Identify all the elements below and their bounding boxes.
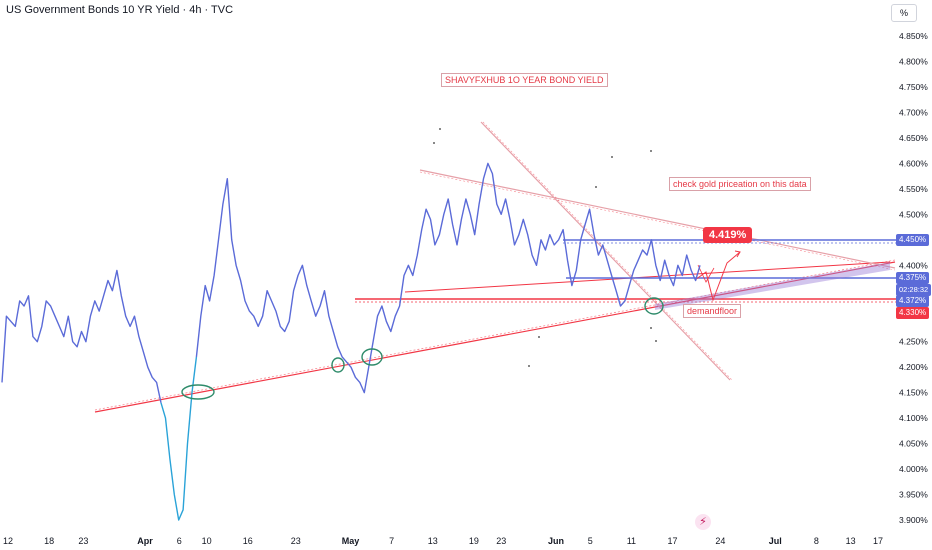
dot — [650, 327, 652, 329]
dot — [439, 128, 441, 130]
x-tick-label: 16 — [243, 536, 253, 546]
dot — [433, 142, 435, 144]
tag-450: 4.450% — [896, 234, 930, 246]
y-tick-label: 4.650% — [899, 133, 928, 143]
x-tick-label: 17 — [667, 536, 677, 546]
scatter-dots — [433, 128, 657, 367]
demand-label[interactable]: demandfloor — [683, 304, 742, 318]
x-tick-label: Apr — [137, 536, 153, 546]
x-axis: 12 18 23 Apr 6 10 16 23 May 7 13 19 23 Jun 5 11 17 24 Jul 8… — [3, 536, 883, 546]
steep-falling-line-dotted — [482, 121, 733, 381]
rising-trendline — [404, 261, 891, 293]
touch-circle — [331, 357, 345, 373]
y-tick-label: 4.200% — [899, 362, 928, 372]
x-tick-label: 23 — [78, 536, 88, 546]
x-tick-label: 19 — [469, 536, 479, 546]
projection-path-2 — [697, 264, 715, 283]
dot — [595, 186, 597, 188]
y-tick-label: 4.050% — [899, 439, 928, 449]
y-tick-label: 4.850% — [899, 31, 928, 41]
y-tick-label: 4.600% — [899, 158, 928, 168]
tag-372: 4.372% — [896, 295, 930, 307]
support-trendline — [94, 261, 896, 413]
x-tick-label: 13 — [846, 536, 856, 546]
x-tick-label: May — [342, 536, 360, 546]
chart-title: US Government Bonds 10 YR Yield · 4h · T… — [6, 4, 234, 16]
x-tick-label: 10 — [202, 536, 212, 546]
support-trendline-dotted — [94, 259, 896, 411]
touch-circle — [644, 297, 664, 315]
dot — [650, 150, 652, 152]
tag-countdown: 02:28:32 — [896, 284, 932, 296]
y-tick-label: 4.800% — [899, 56, 928, 66]
x-tick-label: 11 — [627, 536, 636, 546]
x-tick-label: 17 — [873, 536, 883, 546]
series-line — [1, 269, 162, 403]
price-callout[interactable]: 4.419% — [703, 227, 753, 243]
touch-circle — [181, 384, 215, 400]
y-tick-label: 4.250% — [899, 337, 928, 347]
y-tick-label: 4.500% — [899, 209, 928, 219]
y-tick-label: 4.150% — [899, 388, 928, 398]
dot — [655, 340, 657, 342]
tradingview-logo-icon[interactable]: ⚡ — [695, 514, 711, 530]
tag-current: 4.375% — [896, 272, 930, 284]
x-tick-label: 23 — [496, 536, 506, 546]
series-line-dip — [160, 356, 198, 521]
tag-330: 4.330% — [896, 307, 930, 319]
y-tick-label: 4.100% — [899, 413, 928, 423]
y-tick-label: 4.700% — [899, 107, 928, 117]
descending-resistance-dotted — [419, 171, 896, 271]
series-line — [195, 162, 701, 394]
x-tick-label: 18 — [44, 536, 54, 546]
x-tick-label: 23 — [291, 536, 301, 546]
y-tick-label: 4.400% — [899, 260, 928, 270]
y-tick-label: 3.900% — [899, 515, 928, 525]
gold-note[interactable]: check gold priceation on this data — [669, 177, 811, 191]
price-series — [1, 162, 701, 521]
steep-falling-line — [480, 121, 731, 381]
dot — [538, 336, 540, 338]
x-tick-label: 8 — [814, 536, 819, 546]
y-tick-label: 3.950% — [899, 490, 928, 500]
dot — [528, 365, 530, 367]
x-tick-label: 24 — [715, 536, 725, 546]
x-tick-label: 6 — [177, 536, 182, 546]
y-tick-label: 4.000% — [899, 464, 928, 474]
projection-arrow — [734, 250, 741, 258]
y-tick-label: 4.750% — [899, 82, 928, 92]
drawings — [94, 121, 925, 413]
dot — [611, 156, 613, 158]
x-tick-label: 7 — [389, 536, 394, 546]
x-tick-label: Jun — [548, 536, 564, 546]
descending-resistance — [419, 169, 896, 269]
touch-circle — [361, 348, 383, 366]
x-tick-label: 5 — [588, 536, 593, 546]
x-tick-label: Jul — [769, 536, 782, 546]
x-tick-label: 13 — [428, 536, 438, 546]
x-tick-label: 12 — [3, 536, 13, 546]
top-label[interactable]: SHAVYFXHUB 1O YEAR BOND YIELD — [441, 73, 608, 87]
unit-badge[interactable]: % — [891, 4, 917, 22]
y-tick-label: 4.550% — [899, 184, 928, 194]
touch-circles — [181, 297, 664, 400]
